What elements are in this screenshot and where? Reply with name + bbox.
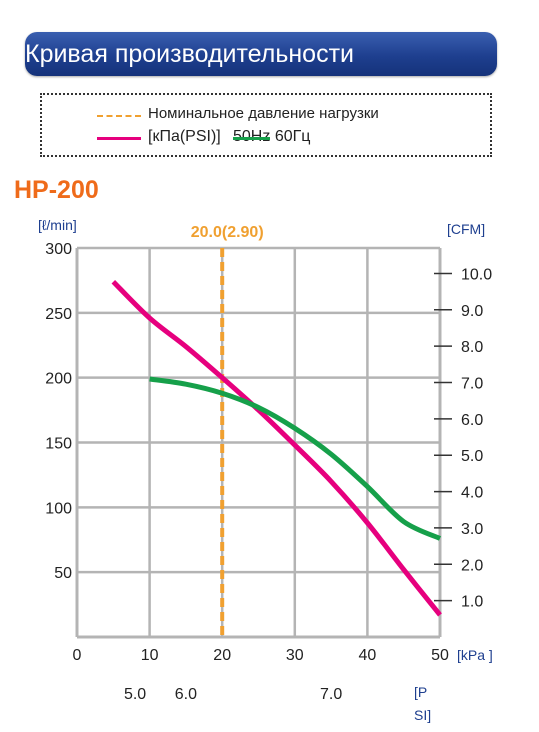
y2-tick-label: 6.0 <box>461 412 483 429</box>
y2-tick-label: 3.0 <box>461 521 483 538</box>
title-banner: Кривая производительности <box>25 32 497 76</box>
y-tick-label: 100 <box>45 500 72 517</box>
psi-tick-label: 7.0 <box>320 686 342 703</box>
frequency-labels: 50Hz 60Гц <box>233 128 310 146</box>
y2-tick-label: 10.0 <box>461 266 492 283</box>
y-tick-label: 250 <box>45 306 72 323</box>
units-label: [кПа(PSI)] <box>148 128 221 145</box>
rated-pressure-swatch <box>97 115 141 117</box>
y-tick-label: 300 <box>45 241 72 258</box>
x-tick-label: 30 <box>286 647 304 664</box>
x-tick-label: 0 <box>73 647 82 664</box>
y-tick-label: 50 <box>54 565 72 582</box>
psi-axis-label-line1: [P <box>414 684 427 700</box>
y2-tick-label: 9.0 <box>461 303 483 320</box>
y2-tick-label: 4.0 <box>461 485 483 502</box>
x-tick-label: 20 <box>213 647 231 664</box>
y2-tick-label: 5.0 <box>461 448 483 465</box>
y-tick-label: 200 <box>45 371 72 388</box>
y2-tick-label: 8.0 <box>461 339 483 356</box>
left-axis-label: [ℓ/min] <box>38 217 77 233</box>
x-tick-label: 50 <box>431 647 449 664</box>
series-line-50hz <box>111 279 442 617</box>
y2-tick-label: 7.0 <box>461 376 483 393</box>
freq-50-label: 50Hz <box>233 128 271 145</box>
legend-box: Номинальное давление нагрузки [кПа(PSI)]… <box>40 93 492 157</box>
freq-60-label: 60Гц <box>274 128 311 145</box>
rated-pressure-value: 20.0(2.90) <box>191 224 264 241</box>
x-tick-label: 40 <box>359 647 377 664</box>
series-swatch-50hz <box>97 137 141 140</box>
x-axis-unit-label: [kPa ] <box>457 647 493 663</box>
y-tick-label: 150 <box>45 436 72 453</box>
page-title: Кривая производительности <box>25 40 354 68</box>
right-axis-label: [CFM] <box>447 221 485 237</box>
psi-axis-label-line2: SI] <box>414 707 431 723</box>
y2-tick-label: 1.0 <box>461 594 483 611</box>
model-name: HP-200 <box>14 176 99 204</box>
psi-tick-label: 5.0 <box>124 686 146 703</box>
y2-tick-label: 2.0 <box>461 557 483 574</box>
x-tick-label: 10 <box>141 647 159 664</box>
psi-tick-label: 6.0 <box>175 686 197 703</box>
series-line-60hz <box>149 376 442 541</box>
rated-pressure-label: Номинальное давление нагрузки <box>148 105 379 122</box>
